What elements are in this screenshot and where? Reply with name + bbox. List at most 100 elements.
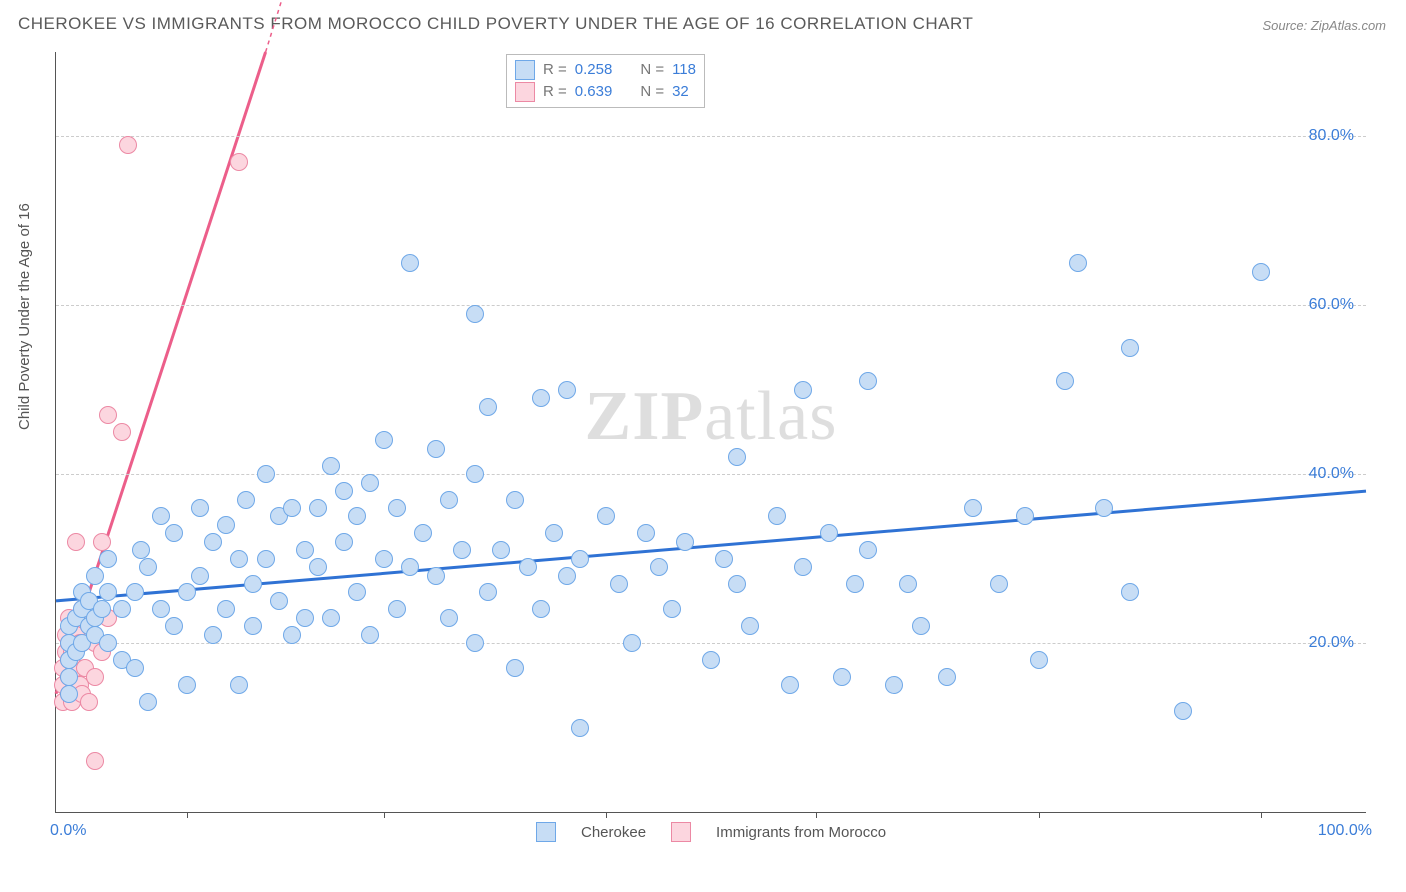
swatch-cherokee [515,60,535,80]
data-point-morocco [113,423,131,441]
data-point-cherokee [296,541,314,559]
data-point-cherokee [204,533,222,551]
data-point-cherokee [663,600,681,618]
data-point-morocco [86,668,104,686]
data-point-cherokee [237,491,255,509]
data-point-cherokee [506,491,524,509]
data-point-cherokee [885,676,903,694]
data-point-cherokee [964,499,982,517]
x-tick [1039,812,1040,818]
data-point-morocco [80,693,98,711]
data-point-cherokee [139,558,157,576]
series-legend: Cherokee Immigrants from Morocco [536,822,886,842]
data-point-cherokee [60,668,78,686]
data-point-cherokee [152,600,170,618]
data-point-cherokee [650,558,668,576]
y-tick-label: 80.0% [1309,127,1354,145]
data-point-cherokee [794,558,812,576]
r-label: R = [543,81,567,103]
data-point-morocco [119,136,137,154]
data-point-cherokee [1121,583,1139,601]
data-point-morocco [230,153,248,171]
data-point-cherokee [1121,339,1139,357]
data-point-cherokee [230,550,248,568]
data-point-cherokee [99,550,117,568]
data-point-cherokee [741,617,759,635]
morocco-n-value: 32 [672,81,696,103]
x-tick [187,812,188,818]
data-point-cherokee [610,575,628,593]
data-point-cherokee [794,381,812,399]
data-point-cherokee [571,550,589,568]
data-point-cherokee [99,634,117,652]
data-point-cherokee [126,583,144,601]
swatch-morocco [515,82,535,102]
data-point-cherokee [335,533,353,551]
data-point-cherokee [938,668,956,686]
data-point-cherokee [296,609,314,627]
data-point-cherokee [466,305,484,323]
data-point-cherokee [990,575,1008,593]
r-label: R = [543,59,567,81]
data-point-cherokee [715,550,733,568]
watermark-zip: ZIP [585,378,705,455]
data-point-cherokee [348,583,366,601]
n-label: N = [640,81,664,103]
data-point-cherokee [899,575,917,593]
data-point-cherokee [676,533,694,551]
data-point-cherokee [375,550,393,568]
data-point-cherokee [414,524,432,542]
series-label-morocco: Immigrants from Morocco [716,824,886,841]
data-point-cherokee [99,583,117,601]
data-point-cherokee [283,626,301,644]
data-point-cherokee [466,465,484,483]
data-point-cherokee [1069,254,1087,272]
x-tick [816,812,817,818]
data-point-cherokee [532,600,550,618]
data-point-cherokee [728,575,746,593]
series-label-cherokee: Cherokee [581,824,646,841]
data-point-cherokee [623,634,641,652]
data-point-cherokee [178,583,196,601]
data-point-cherokee [479,583,497,601]
data-point-cherokee [335,482,353,500]
data-point-cherokee [846,575,864,593]
data-point-cherokee [1030,651,1048,669]
data-point-cherokee [126,659,144,677]
grid-line [56,305,1366,306]
cherokee-n-value: 118 [672,59,696,81]
data-point-cherokee [506,659,524,677]
data-point-cherokee [230,676,248,694]
chart-title: CHEROKEE VS IMMIGRANTS FROM MOROCCO CHIL… [18,14,973,34]
data-point-cherokee [440,609,458,627]
data-point-cherokee [466,634,484,652]
data-point-cherokee [309,499,327,517]
data-point-cherokee [912,617,930,635]
data-point-cherokee [60,685,78,703]
data-point-cherokee [361,474,379,492]
data-point-cherokee [427,440,445,458]
data-point-cherokee [820,524,838,542]
legend-row-morocco: R = 0.639 N = 32 [515,81,696,103]
data-point-cherokee [309,558,327,576]
data-point-cherokee [440,491,458,509]
data-point-cherokee [152,507,170,525]
data-point-cherokee [165,617,183,635]
data-point-cherokee [558,567,576,585]
data-point-cherokee [283,499,301,517]
data-point-cherokee [191,567,209,585]
data-point-cherokee [597,507,615,525]
y-tick-label: 40.0% [1309,465,1354,483]
grid-line [56,136,1366,137]
data-point-cherokee [132,541,150,559]
data-point-cherokee [401,558,419,576]
cherokee-r-value: 0.258 [575,59,613,81]
data-point-cherokee [545,524,563,542]
data-point-cherokee [86,567,104,585]
data-point-cherokee [322,609,340,627]
data-point-cherokee [270,592,288,610]
data-point-morocco [93,533,111,551]
data-point-cherokee [388,600,406,618]
data-point-cherokee [702,651,720,669]
correlation-legend: R = 0.258 N = 118 R = 0.639 N = 32 [506,54,705,108]
